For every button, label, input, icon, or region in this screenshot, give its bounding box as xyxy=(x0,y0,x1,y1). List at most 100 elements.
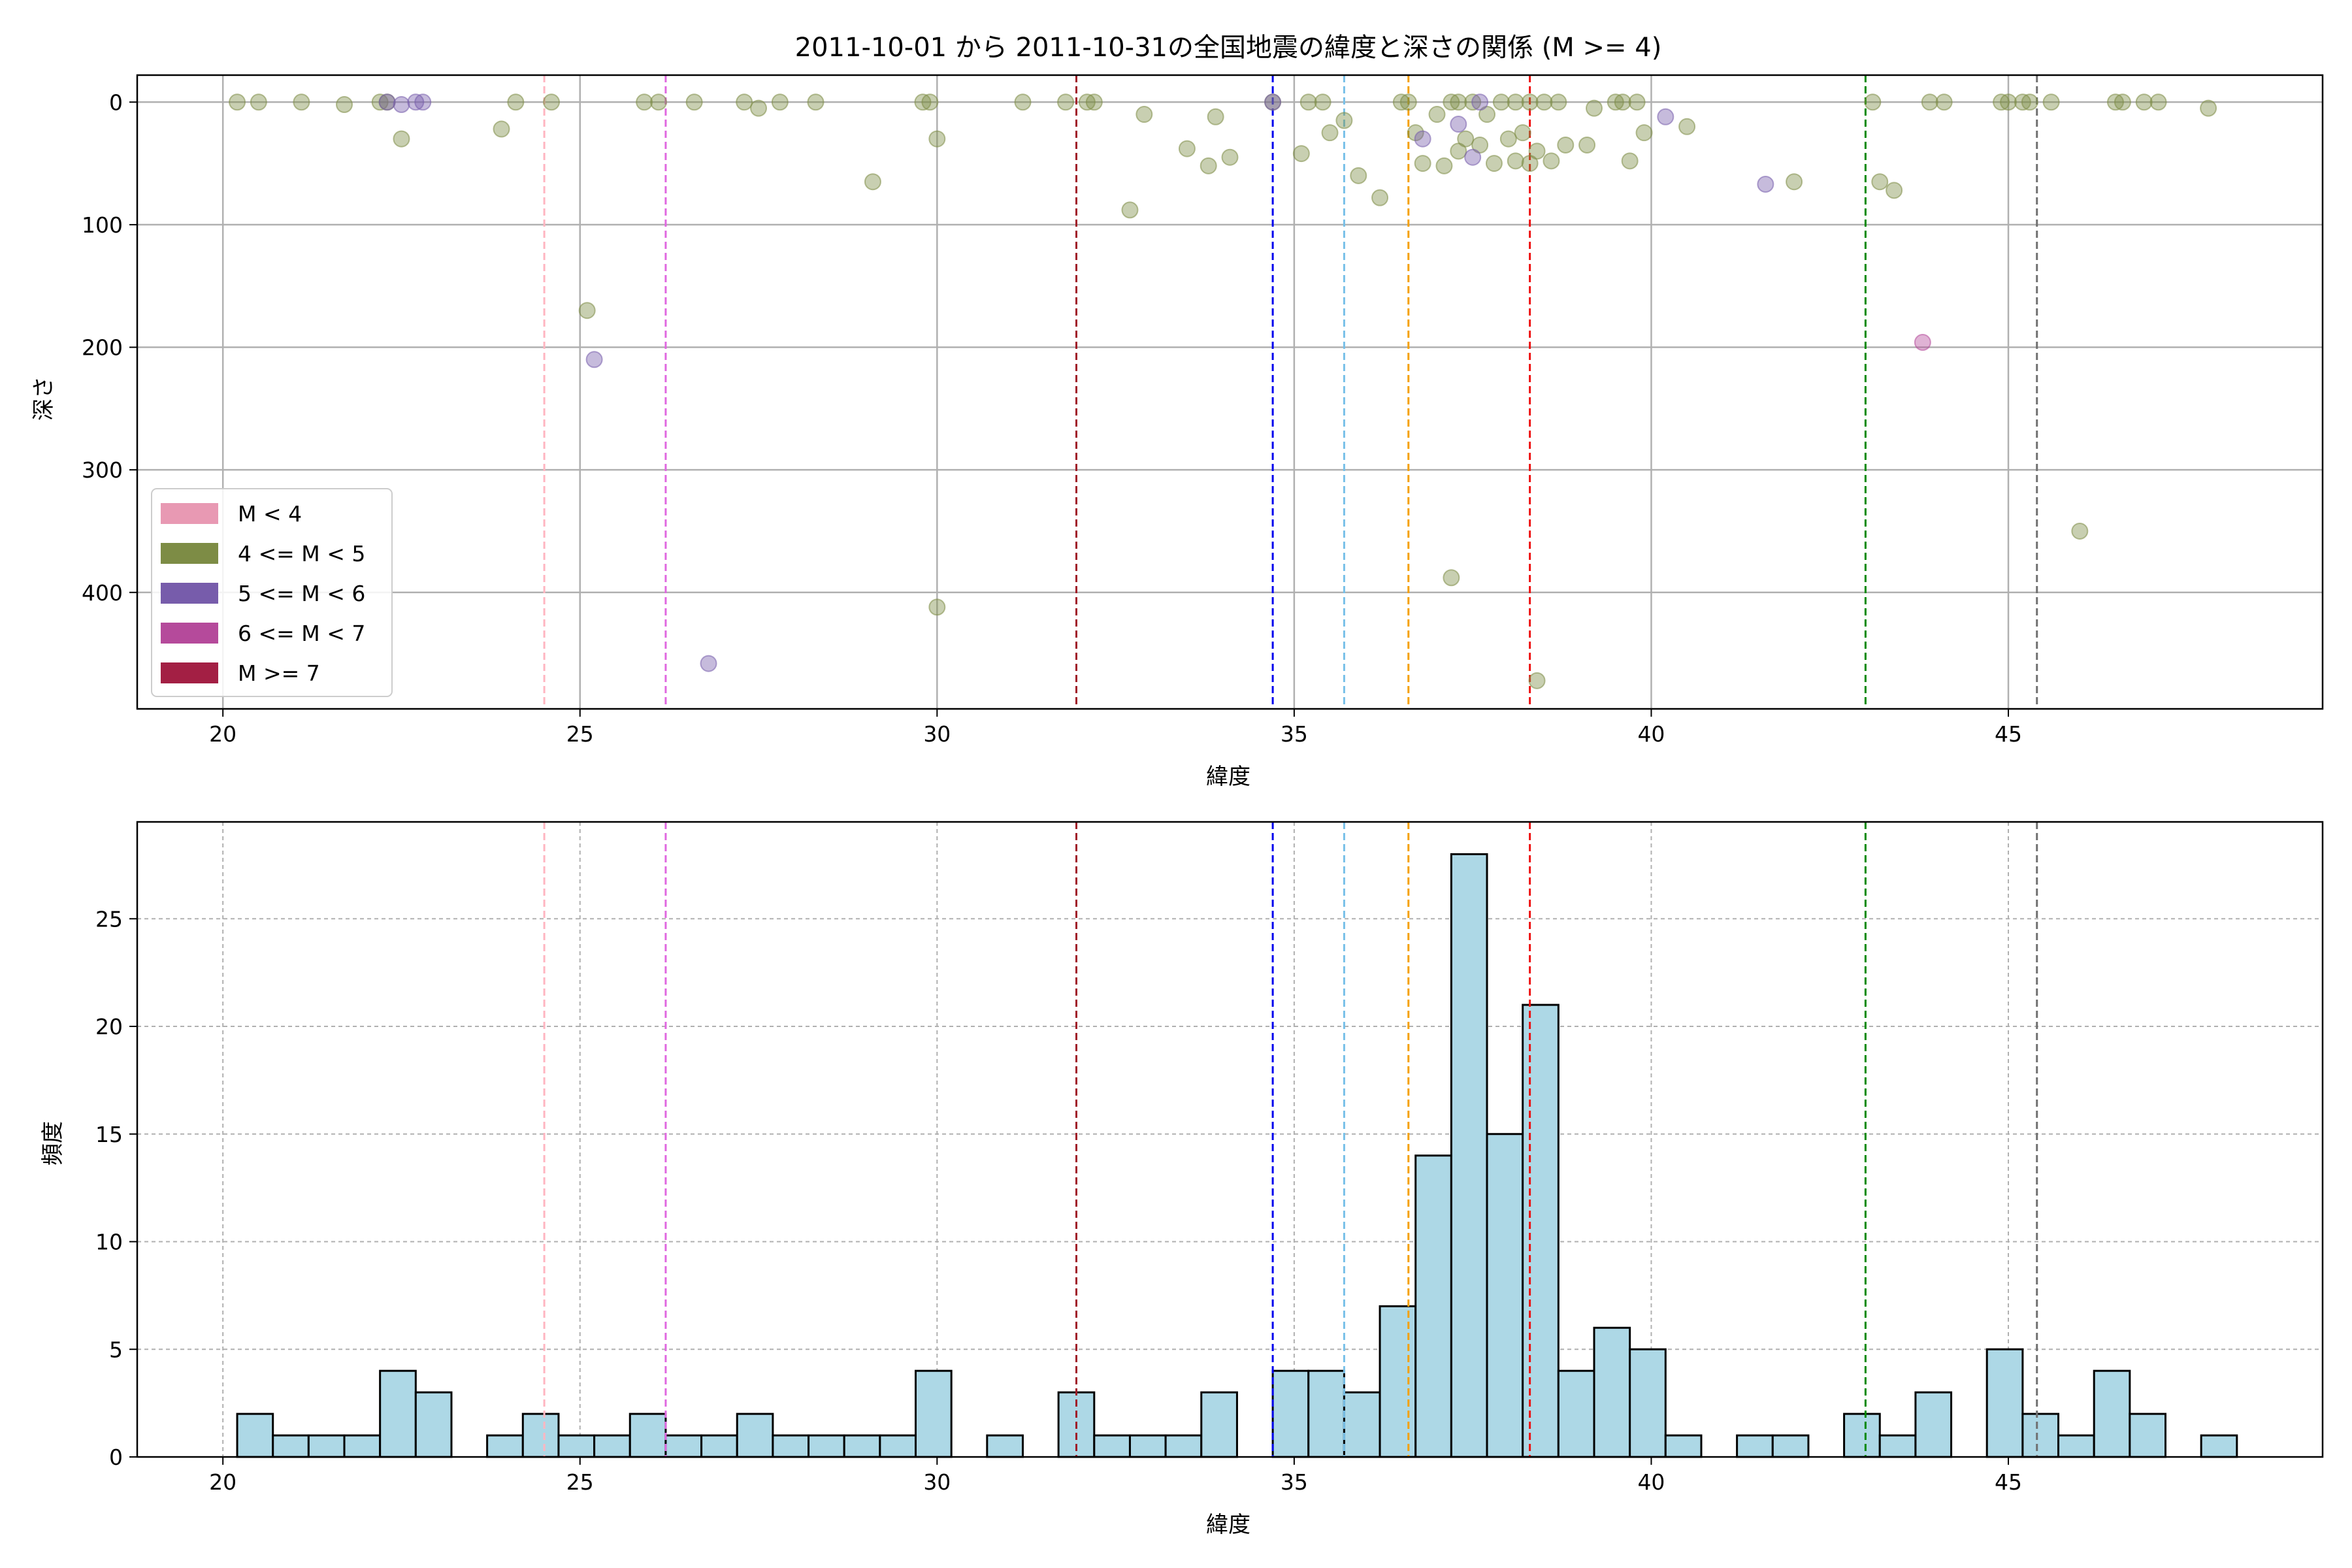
histogram-bar xyxy=(1450,853,1488,1458)
scatter-point xyxy=(1635,124,1653,142)
histogram-bar xyxy=(736,1413,774,1458)
scatter-point xyxy=(700,655,717,672)
scatter-point xyxy=(1499,130,1517,148)
scatter-point xyxy=(1221,148,1239,166)
histogram-bar xyxy=(1486,1133,1524,1458)
scatter-point xyxy=(1586,99,1603,117)
scatter-point xyxy=(1414,155,1431,172)
histogram-bar xyxy=(843,1434,881,1458)
scatter-x-tick-label: 30 xyxy=(923,721,951,747)
histogram-bar xyxy=(593,1434,631,1458)
scatter-y-tick-label: 0 xyxy=(109,90,123,115)
scatter-point xyxy=(1399,93,1417,111)
histogram-bar xyxy=(700,1434,738,1458)
histogram-axes-frame xyxy=(136,821,2324,1458)
scatter-point xyxy=(914,93,932,111)
histogram-bar xyxy=(307,1434,346,1458)
histogram-y-ticks: 0 5 10 15 20 25 xyxy=(95,906,137,1470)
scatter-reference-lines xyxy=(543,75,2038,709)
scatter-point xyxy=(1392,93,1410,111)
scatter-point xyxy=(2114,93,2131,111)
scatter-point xyxy=(636,93,653,111)
scatter-point xyxy=(685,93,703,111)
histogram-bar xyxy=(1271,1369,1310,1458)
scatter-point xyxy=(2149,93,2167,111)
histogram-x-tick-label: 40 xyxy=(1637,1469,1665,1495)
histogram-panel: 20 25 30 35 40 45 0 5 10 15 20 25 緯度 頻度 xyxy=(40,821,2324,1538)
scatter-point xyxy=(1457,130,1475,148)
histogram-bar xyxy=(1128,1434,1167,1458)
scatter-point xyxy=(1428,106,1446,123)
scatter-point xyxy=(1628,93,1646,111)
scatter-point xyxy=(807,93,825,111)
scatter-point xyxy=(1078,93,1096,111)
histogram-bar xyxy=(1557,1369,1595,1458)
scatter-point xyxy=(1292,145,1310,163)
histogram-bar xyxy=(1914,1391,1953,1458)
scatter-point xyxy=(250,93,267,111)
scatter-point xyxy=(1786,173,1803,191)
scatter-point xyxy=(229,93,246,111)
scatter-point xyxy=(407,93,425,111)
histogram-bar xyxy=(1736,1434,1774,1458)
scatter-point xyxy=(1485,155,1503,172)
scatter-point xyxy=(1914,334,1931,351)
histogram-bar xyxy=(986,1434,1024,1458)
histogram-bar xyxy=(1414,1154,1452,1458)
histogram-bar xyxy=(2057,1434,2095,1458)
histogram-bar xyxy=(2093,1369,2131,1458)
scatter-y-tick-label: 100 xyxy=(82,212,123,238)
scatter-point xyxy=(1464,148,1482,166)
scatter-point xyxy=(1414,130,1431,148)
scatter-x-tick-label: 25 xyxy=(566,721,594,747)
legend-label: 4 <= M < 5 xyxy=(238,541,365,566)
scatter-point xyxy=(2014,93,2031,111)
scatter-point xyxy=(1678,118,1696,135)
scatter-point xyxy=(1371,189,1389,206)
scatter-point xyxy=(393,96,410,114)
scatter-x-tick-label: 40 xyxy=(1637,721,1665,747)
scatter-point xyxy=(1464,93,1482,111)
histogram-bar xyxy=(772,1434,810,1458)
scatter-point xyxy=(1264,93,1282,111)
histogram-y-tick-label: 25 xyxy=(95,906,123,932)
histogram-bar xyxy=(557,1434,596,1458)
scatter-x-tick-label: 20 xyxy=(209,721,237,747)
scatter-point xyxy=(1550,93,1567,111)
legend: M < 4 4 <= M < 5 5 <= M < 6 6 <= M < 7 M >= … xyxy=(151,488,393,697)
scatter-point xyxy=(1014,93,1032,111)
histogram-x-tick-label: 30 xyxy=(923,1469,951,1495)
scatter-point xyxy=(543,93,561,111)
histogram-bar xyxy=(915,1369,953,1458)
scatter-point xyxy=(378,93,396,111)
histogram-reference-lines xyxy=(543,822,2038,1457)
scatter-point xyxy=(414,93,432,111)
scatter-point xyxy=(1207,108,1224,125)
scatter-x-axis-label: 緯度 xyxy=(1206,764,1250,790)
scatter-point xyxy=(1535,93,1553,111)
histogram-bar xyxy=(629,1413,667,1458)
histogram-bar xyxy=(343,1434,382,1458)
scatter-point xyxy=(507,93,525,111)
histogram-x-axis-label: 緯度 xyxy=(1206,1512,1250,1538)
scatter-point xyxy=(1443,93,1460,111)
scatter-point xyxy=(1993,93,2010,111)
scatter-point xyxy=(928,130,946,148)
scatter-point xyxy=(1921,93,1938,111)
scatter-point xyxy=(1121,201,1139,219)
scatter-point xyxy=(336,96,353,114)
histogram-bar xyxy=(1843,1413,1881,1458)
scatter-y-tick-label: 200 xyxy=(82,335,123,361)
legend-swatch xyxy=(161,543,218,564)
histogram-y-tick-label: 20 xyxy=(95,1014,123,1039)
scatter-y-tick-label: 300 xyxy=(82,457,123,483)
scatter-point xyxy=(1621,152,1639,170)
scatter-point xyxy=(750,99,768,117)
legend-swatch xyxy=(161,623,218,644)
scatter-panel: 20 25 30 35 40 45 0 100 200 300 400 緯度 深さ M < 4 4 … xyxy=(31,74,2324,790)
histogram-bar xyxy=(1664,1434,1703,1458)
scatter-point xyxy=(1314,93,1331,111)
scatter-point xyxy=(2021,93,2038,111)
scatter-point xyxy=(1350,167,1367,184)
